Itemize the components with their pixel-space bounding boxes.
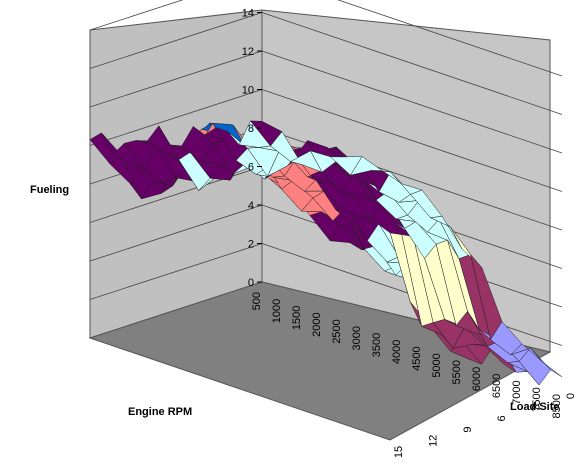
x-tick-label: 4500 [411,346,423,370]
left-wall-gridline [89,12,263,69]
z-tick-label: 12 [242,46,254,58]
x-tick-label: 4000 [391,340,403,364]
z-tick-label: 4 [248,200,254,212]
x-tick-label: 500 [251,292,263,310]
back-wall-gridline [261,50,563,154]
left-wall-gridline [89,89,263,146]
left-wall-gridline [89,243,263,300]
y-axis-title: Load Site [510,401,560,413]
z-axis-title: Fueling [30,184,69,196]
left-wall-gridline [89,0,184,31]
z-axis-ticks: 0246810121416 [242,8,262,289]
x-tick-label: 7500 [531,387,543,411]
x-tick-label: 5000 [431,353,443,377]
z-tick-label: 6 [248,162,254,174]
z-tick-label: 14 [242,8,254,20]
y-tick-label: 6 [496,415,508,421]
fueling-surface [89,120,563,386]
y-tick-label: 3 [531,404,543,410]
x-tick-label: 5500 [451,360,463,384]
x-tick-label: 2000 [311,312,323,336]
floor [88,281,552,441]
left-wall-gridline [89,204,263,262]
z-tick-label: 10 [242,85,254,97]
y-axis-ticks: 0 3 6 9 12 15 [393,393,577,458]
x-axis-title: Engine RPM [128,406,192,418]
y-tick-label: 9 [462,427,474,433]
x-tick-label: 6000 [471,367,483,391]
left-wall-gridline [89,50,263,108]
x-tick-label: 3500 [371,333,383,357]
y-tick-label: 15 [393,446,405,458]
y-tick-label: 0 [565,393,577,399]
surface-facet [530,347,563,378]
x-axis-ticks: 500 1000 1500 2000 2500 3000 3500 4000 4500 5000 5… [251,292,563,418]
x-tick-label: 1000 [271,299,283,323]
x-tick-label: 3000 [351,326,363,350]
back-wall-gridline [337,0,563,77]
z-tick-label: 0 [248,277,254,289]
x-tick-label: 8500 [551,394,563,418]
x-tick-label: 7000 [511,380,523,404]
y-tick-label: 12 [427,435,439,447]
z-tick-label: 2 [248,239,254,251]
x-tick-label: 2500 [331,319,343,343]
z-tick-label: 8 [248,123,254,135]
back-wall-gridline [261,89,563,192]
left-wall-gridline [89,166,263,223]
x-tick-label: 1500 [291,306,303,330]
x-tick-label: 6500 [491,374,503,398]
back-wall-gridline [261,12,563,115]
